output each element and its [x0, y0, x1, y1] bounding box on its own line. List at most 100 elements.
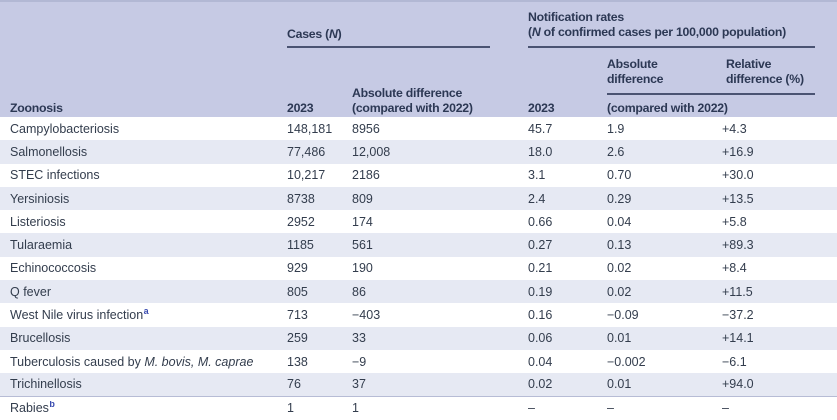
rate-absolute-difference-value: 0.29: [607, 191, 632, 206]
zoonosis-name: Trichinellosis: [0, 377, 287, 391]
cases-2023-value: 8738: [287, 191, 315, 206]
zoonosis-name-text: Tularaemia: [10, 238, 73, 253]
cases-title-text: Cases (: [287, 27, 329, 41]
rate-2023-value: 0.04: [528, 354, 553, 369]
rate-absolute-difference-value: 1.9: [607, 121, 625, 136]
cases-absolute-difference-value: −9: [352, 354, 367, 369]
table-row: Brucellosis 259 33 0.06 0.01 +14.1: [0, 326, 837, 350]
cases-2023-value: 148,181: [287, 121, 333, 136]
rate-2023-value: 0.06: [528, 331, 553, 346]
rate-absolute-difference-value: 0.13: [607, 238, 632, 253]
rate-relative-difference-value: +5.8: [722, 214, 747, 229]
rates-line2-text: of confirmed cases per 100,000 populatio…: [540, 24, 787, 39]
cases-2023-value: 138: [287, 354, 308, 369]
zoonosis-name: Salmonellosis: [0, 145, 287, 159]
cases-title-close: ): [337, 27, 342, 41]
rate-2023-value: 3.1: [528, 168, 546, 183]
zoonosis-name-text: Campylobacteriosis: [10, 121, 120, 136]
rates-line2-n-italic: N: [531, 24, 541, 39]
rate-absolute-difference-value: 0.01: [607, 377, 632, 392]
cases-absolute-difference-value: 12,008: [352, 144, 391, 159]
zoonosis-name-italic: M. bovis, M. caprae: [144, 354, 254, 369]
zoonosis-name-text: Salmonellosis: [10, 144, 88, 159]
cases-2023-value: 1: [287, 401, 294, 416]
cases-2023-value: 10,217: [287, 168, 326, 183]
table-row: Rabiesb 1 1 – – –: [0, 396, 837, 420]
table-row: West Nile virus infectiona 713 −403 0.16…: [0, 303, 837, 327]
table-row: Tularaemia 1185 561 0.27 0.13 +89.3: [0, 233, 837, 257]
rate-2023-value: 0.02: [528, 377, 553, 392]
zoonosis-name-text: Listeriosis: [10, 214, 66, 229]
rates-absolute-difference-header: Absolute difference: [607, 57, 664, 86]
table-row: Q fever 805 86 0.19 0.02 +11.5: [0, 280, 837, 304]
rate-relative-difference-value: +13.5: [722, 191, 754, 206]
rate-absolute-difference-value: 0.01: [607, 331, 632, 346]
rate-absolute-difference-value: 0.02: [607, 261, 632, 276]
cases-2023-value: 929: [287, 261, 308, 276]
rate-2023-value: 0.21: [528, 261, 553, 276]
rates-group-title: Notification rates (N of confirmed cases…: [528, 10, 786, 39]
cases-absolute-difference-value: −403: [352, 308, 381, 323]
rate-relative-difference-value: −37.2: [722, 308, 754, 323]
abs-header-line1: Absolute: [607, 57, 658, 71]
rate-2023-value: –: [528, 401, 535, 416]
rate-relative-difference-value: +89.3: [722, 238, 754, 253]
rates-line2-open: (: [528, 24, 532, 39]
zoonosis-name-text: Tuberculosis caused by: [10, 354, 145, 369]
rate-relative-difference-value: +16.9: [722, 144, 754, 159]
cases-difference-column-header: Absolute difference (compared with 2022): [352, 86, 473, 115]
rate-relative-difference-value: −6.1: [722, 354, 747, 369]
zoonosis-name: Brucellosis: [0, 331, 287, 345]
footnote-superscript: b: [49, 401, 55, 410]
table-row: Trichinellosis 76 37 0.02 0.01 +94.0: [0, 373, 837, 397]
footnote-superscript: a: [143, 308, 149, 317]
cases-absolute-difference-value: 37: [352, 377, 366, 392]
cases-absolute-difference-value: 561: [352, 238, 373, 253]
zoonosis-name-text: Rabies: [10, 401, 49, 416]
cases-2023-value: 713: [287, 308, 308, 323]
table-row: Listeriosis 2952 174 0.66 0.04 +5.8: [0, 210, 837, 234]
cases-2023-column-header: 2023: [287, 101, 314, 115]
zoonosis-name-text: West Nile virus infection: [10, 308, 144, 323]
cases-absolute-difference-value: 1: [352, 401, 359, 416]
rate-relative-difference-value: +94.0: [722, 377, 754, 392]
table-row: Echinococcosis 929 190 0.21 0.02 +8.4: [0, 256, 837, 281]
table-header: Cases (N) Notification rates (N of confi…: [0, 0, 837, 117]
zoonosis-name: Yersiniosis: [0, 192, 287, 206]
rate-2023-value: 2.4: [528, 191, 546, 206]
table-row: Yersiniosis 8738 809 2.4 0.29 +13.5: [0, 186, 837, 211]
cases-absolute-difference-value: 190: [352, 261, 373, 276]
cases-absolute-difference-value: 86: [352, 284, 366, 299]
zoonosis-name: Campylobacteriosis: [0, 122, 287, 136]
rate-absolute-difference-value: 0.70: [607, 168, 632, 183]
cases-2023-value: 1185: [287, 238, 314, 253]
rate-relative-difference-value: +30.0: [722, 168, 754, 183]
zoonosis-name: STEC infections: [0, 168, 287, 182]
rel-header-line2: difference (%): [726, 71, 804, 86]
rate-absolute-difference-value: –: [607, 401, 614, 416]
rate-absolute-difference-value: 0.04: [607, 214, 632, 229]
zoonosis-name: Echinococcosis: [0, 261, 287, 275]
rates-subgroup-rule: [607, 93, 815, 95]
cases-absolute-difference-value: 8956: [352, 121, 380, 136]
zoonosis-name: Rabiesb: [0, 401, 287, 415]
rate-2023-value: 45.7: [528, 121, 553, 136]
cases-absolute-difference-value: 174: [352, 214, 373, 229]
rates-2023-column-header: 2023: [528, 101, 555, 115]
zoonosis-name-text: Trichinellosis: [10, 377, 82, 392]
cases-diff-line1: Absolute difference: [352, 86, 463, 100]
cases-title-n-italic: N: [329, 27, 338, 41]
zoonosis-name: Q fever: [0, 285, 287, 299]
zoonosis-name: Tularaemia: [0, 238, 287, 252]
cases-diff-line2: (compared with 2022): [352, 100, 473, 115]
rate-absolute-difference-value: 0.02: [607, 284, 632, 299]
rates-title-line1: Notification rates: [528, 10, 624, 24]
rate-absolute-difference-value: 2.6: [607, 144, 625, 159]
rate-relative-difference-value: +11.5: [722, 284, 753, 299]
rates-group-rule: [528, 46, 815, 48]
rate-2023-value: 0.66: [528, 214, 553, 229]
cases-absolute-difference-value: 2186: [352, 168, 380, 183]
cases-2023-value: 2952: [287, 214, 315, 229]
rate-2023-value: 18.0: [528, 144, 553, 159]
